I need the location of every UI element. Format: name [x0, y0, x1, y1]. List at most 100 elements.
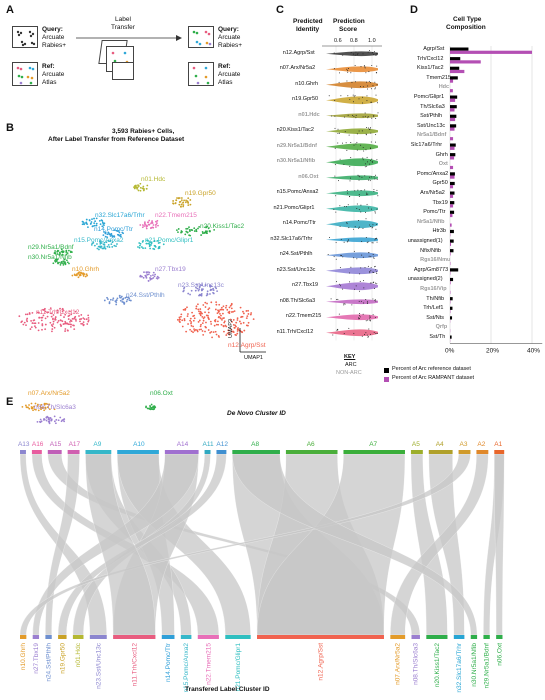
violin-point [371, 64, 373, 66]
violin-point [333, 256, 335, 258]
violin-point [328, 95, 330, 97]
umap-point [183, 318, 186, 320]
umap-point [55, 259, 58, 261]
violin-point [372, 85, 374, 87]
umap-point [148, 271, 151, 274]
umap-point [52, 314, 55, 316]
umap-point [142, 239, 144, 242]
key-title: KEY [344, 354, 356, 360]
violin-point [375, 174, 377, 176]
umap-point [59, 323, 62, 326]
umap-point [182, 205, 185, 208]
umap-point [48, 408, 51, 411]
umap-point [243, 329, 246, 332]
umap-title-2: After Label Transfer from Reference Data… [48, 136, 185, 143]
umap-point [113, 235, 116, 238]
violin-point [336, 281, 338, 283]
umap-point [128, 297, 131, 300]
umap-point [198, 288, 201, 291]
umap-point [140, 246, 143, 248]
umap-label: n30.Nr5a1/Nfib [28, 254, 72, 261]
violin-point [363, 280, 365, 282]
umap-point [247, 321, 250, 324]
violin-point [368, 207, 370, 209]
query-thumbnail-right [188, 26, 214, 48]
sankey-top-label: A9 [93, 441, 101, 448]
violin-point [334, 164, 336, 166]
umap-point [47, 416, 50, 419]
umap-point [162, 243, 165, 246]
sankey-bottom-node [483, 635, 490, 639]
umap-point [207, 316, 210, 319]
violin-point [337, 128, 339, 130]
query-text-left-2: Rabies+ [42, 42, 67, 49]
violin-point [365, 299, 367, 301]
sankey-flow [19, 453, 471, 636]
umap-point [221, 318, 223, 321]
bar-ref [450, 124, 457, 128]
umap-point [236, 317, 239, 320]
umap-point [172, 202, 174, 205]
umap-point [180, 313, 183, 316]
violin-point [337, 142, 339, 144]
violin-point [360, 211, 362, 213]
umap-point [75, 319, 77, 322]
bar-ref [450, 268, 459, 272]
violin-point [358, 317, 360, 319]
umap-point [106, 236, 109, 239]
umap-point [95, 222, 98, 225]
umap-point [38, 316, 41, 319]
umap-label: n23.Sst/Unc13c [178, 282, 225, 289]
umap-point [103, 241, 106, 244]
umap-point [108, 302, 111, 305]
violin-point [342, 142, 344, 144]
umap-point [90, 243, 93, 246]
umap-point [138, 246, 141, 249]
umap-point [24, 404, 27, 407]
violin-point [375, 134, 377, 136]
umap-point [36, 403, 39, 406]
umap-point [203, 316, 206, 319]
umap-point [38, 311, 40, 314]
umap-point [61, 253, 64, 256]
umap-point [147, 221, 150, 224]
violin-point [355, 114, 357, 116]
umap-point [48, 420, 51, 423]
umap-point [185, 330, 188, 333]
umap-point [41, 324, 44, 327]
umap-point [109, 240, 112, 243]
umap-point [193, 317, 196, 320]
umap-point [67, 318, 70, 320]
violin-point [356, 141, 358, 143]
violin-row-label: n20.Kiss1/Tac2 [276, 127, 314, 134]
violin-n32.Slc17a6/Trhr [326, 236, 378, 244]
bar-axis-tick: 20% [486, 348, 499, 355]
umap-point [64, 320, 67, 323]
umap-point [103, 231, 105, 233]
umap-point [215, 333, 218, 336]
violin-point [367, 193, 369, 195]
umap-point [52, 320, 55, 323]
violin-point [340, 238, 342, 240]
predicted-identity-header-2: Identity [296, 26, 320, 33]
violin-point [358, 300, 360, 302]
umap-point [183, 319, 186, 322]
violin-point [346, 222, 348, 224]
umap-point [84, 275, 87, 278]
violin-point [354, 226, 356, 228]
violin-point [348, 134, 350, 136]
umap-point [111, 246, 114, 248]
umap-point [150, 403, 153, 406]
umap-point [62, 309, 65, 312]
violin-point [353, 332, 355, 334]
umap-point [22, 323, 25, 326]
violin-point [347, 240, 349, 242]
umap-point [69, 310, 71, 313]
bar-rampant [450, 204, 454, 208]
umap-label: n21.Pomc/Glipr1 [145, 237, 194, 244]
violin-point [358, 194, 360, 196]
violin-point [370, 270, 372, 272]
panel-letter-c: C [276, 4, 284, 16]
umap-point [76, 273, 79, 275]
violin-shape [326, 51, 378, 57]
